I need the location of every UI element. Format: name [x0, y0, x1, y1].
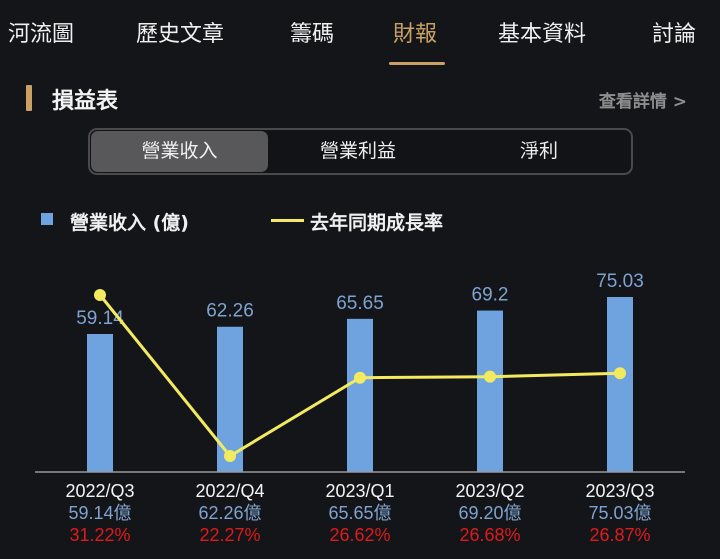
- quarter-label: 2023/Q2: [455, 481, 525, 501]
- quarter-label: 2023/Q3: [585, 481, 655, 501]
- growth-rate-points: [94, 289, 626, 462]
- growth-point: [484, 370, 496, 383]
- revenue-bar: [607, 297, 633, 472]
- tab-financial-report[interactable]: 財報: [393, 22, 438, 47]
- revenue-value: 59.14億: [68, 503, 132, 523]
- metric-segmented-control: 營業收入 營業利益 淨利: [88, 128, 633, 175]
- section-accent-bar: [26, 85, 32, 111]
- revenue-bar: [217, 326, 243, 472]
- tab-river-chart[interactable]: 河流圖: [8, 22, 75, 47]
- tab-discussion[interactable]: 討論: [652, 22, 697, 47]
- quarter-label: 2022/Q4: [195, 481, 265, 501]
- legend-bar-label: 營業收入 (億): [70, 212, 189, 234]
- x-axis-category: 2023/Q3 75.03億 26.87%: [560, 480, 680, 546]
- x-axis-category: 2023/Q2 69.20億 26.68%: [430, 480, 550, 546]
- segment-revenue[interactable]: 營業收入: [91, 131, 268, 172]
- revenue-value: 69.20億: [458, 503, 522, 523]
- section-title: 損益表: [52, 89, 119, 114]
- revenue-chart: 59.14 62.26 65.65 69.2 75.03: [35, 271, 685, 473]
- active-tab-indicator: [389, 62, 445, 65]
- revenue-value: 75.03億: [588, 503, 652, 523]
- tab-basic-info[interactable]: 基本資料: [498, 22, 587, 47]
- bar-value-label: 62.26: [206, 301, 254, 322]
- quarter-label: 2022/Q3: [65, 481, 135, 501]
- x-axis-category: 2022/Q4 62.26億 22.27%: [170, 480, 290, 546]
- growth-rate-value: 31.22%: [69, 525, 131, 545]
- growth-point: [94, 289, 106, 301]
- quarter-label: 2023/Q1: [325, 481, 395, 501]
- legend-bar-swatch: [41, 213, 53, 225]
- legend-line-label: 去年同期成長率: [310, 212, 444, 234]
- x-axis-category: 2023/Q1 65.65億 26.62%: [300, 480, 420, 546]
- revenue-bar: [87, 334, 113, 472]
- revenue-bar: [347, 318, 373, 472]
- growth-rate-value: 26.87%: [589, 525, 651, 545]
- bar-value-label: 59.14: [76, 308, 124, 329]
- growth-point: [354, 371, 366, 384]
- bar-value-label: 65.65: [336, 293, 384, 314]
- growth-point: [224, 450, 236, 462]
- bar-value-label: 69.2: [472, 285, 509, 306]
- revenue-bar: [477, 310, 503, 472]
- growth-point: [614, 367, 626, 380]
- growth-rate-value: 26.62%: [329, 525, 391, 545]
- tab-history-articles[interactable]: 歷史文章: [136, 22, 225, 47]
- segment-net-income[interactable]: 淨利: [519, 140, 558, 162]
- x-axis-category: 2022/Q3 59.14億 31.22%: [40, 480, 160, 546]
- view-details-link[interactable]: 查看詳情 >: [598, 92, 687, 112]
- bar-value-label: 75.03: [596, 271, 644, 292]
- tab-chips[interactable]: 籌碼: [290, 22, 335, 47]
- revenue-value: 62.26億: [198, 503, 262, 523]
- revenue-value: 65.65億: [328, 503, 392, 523]
- segment-operating-income[interactable]: 營業利益: [319, 140, 396, 162]
- top-tab-bar: 河流圖 歷史文章 籌碼 財報 基本資料 討論: [0, 0, 720, 70]
- growth-rate-value: 22.27%: [199, 525, 261, 545]
- revenue-bars: 59.14 62.26 65.65 69.2 75.03: [76, 271, 644, 472]
- growth-rate-value: 26.68%: [459, 525, 521, 545]
- legend-line-swatch: [271, 219, 304, 222]
